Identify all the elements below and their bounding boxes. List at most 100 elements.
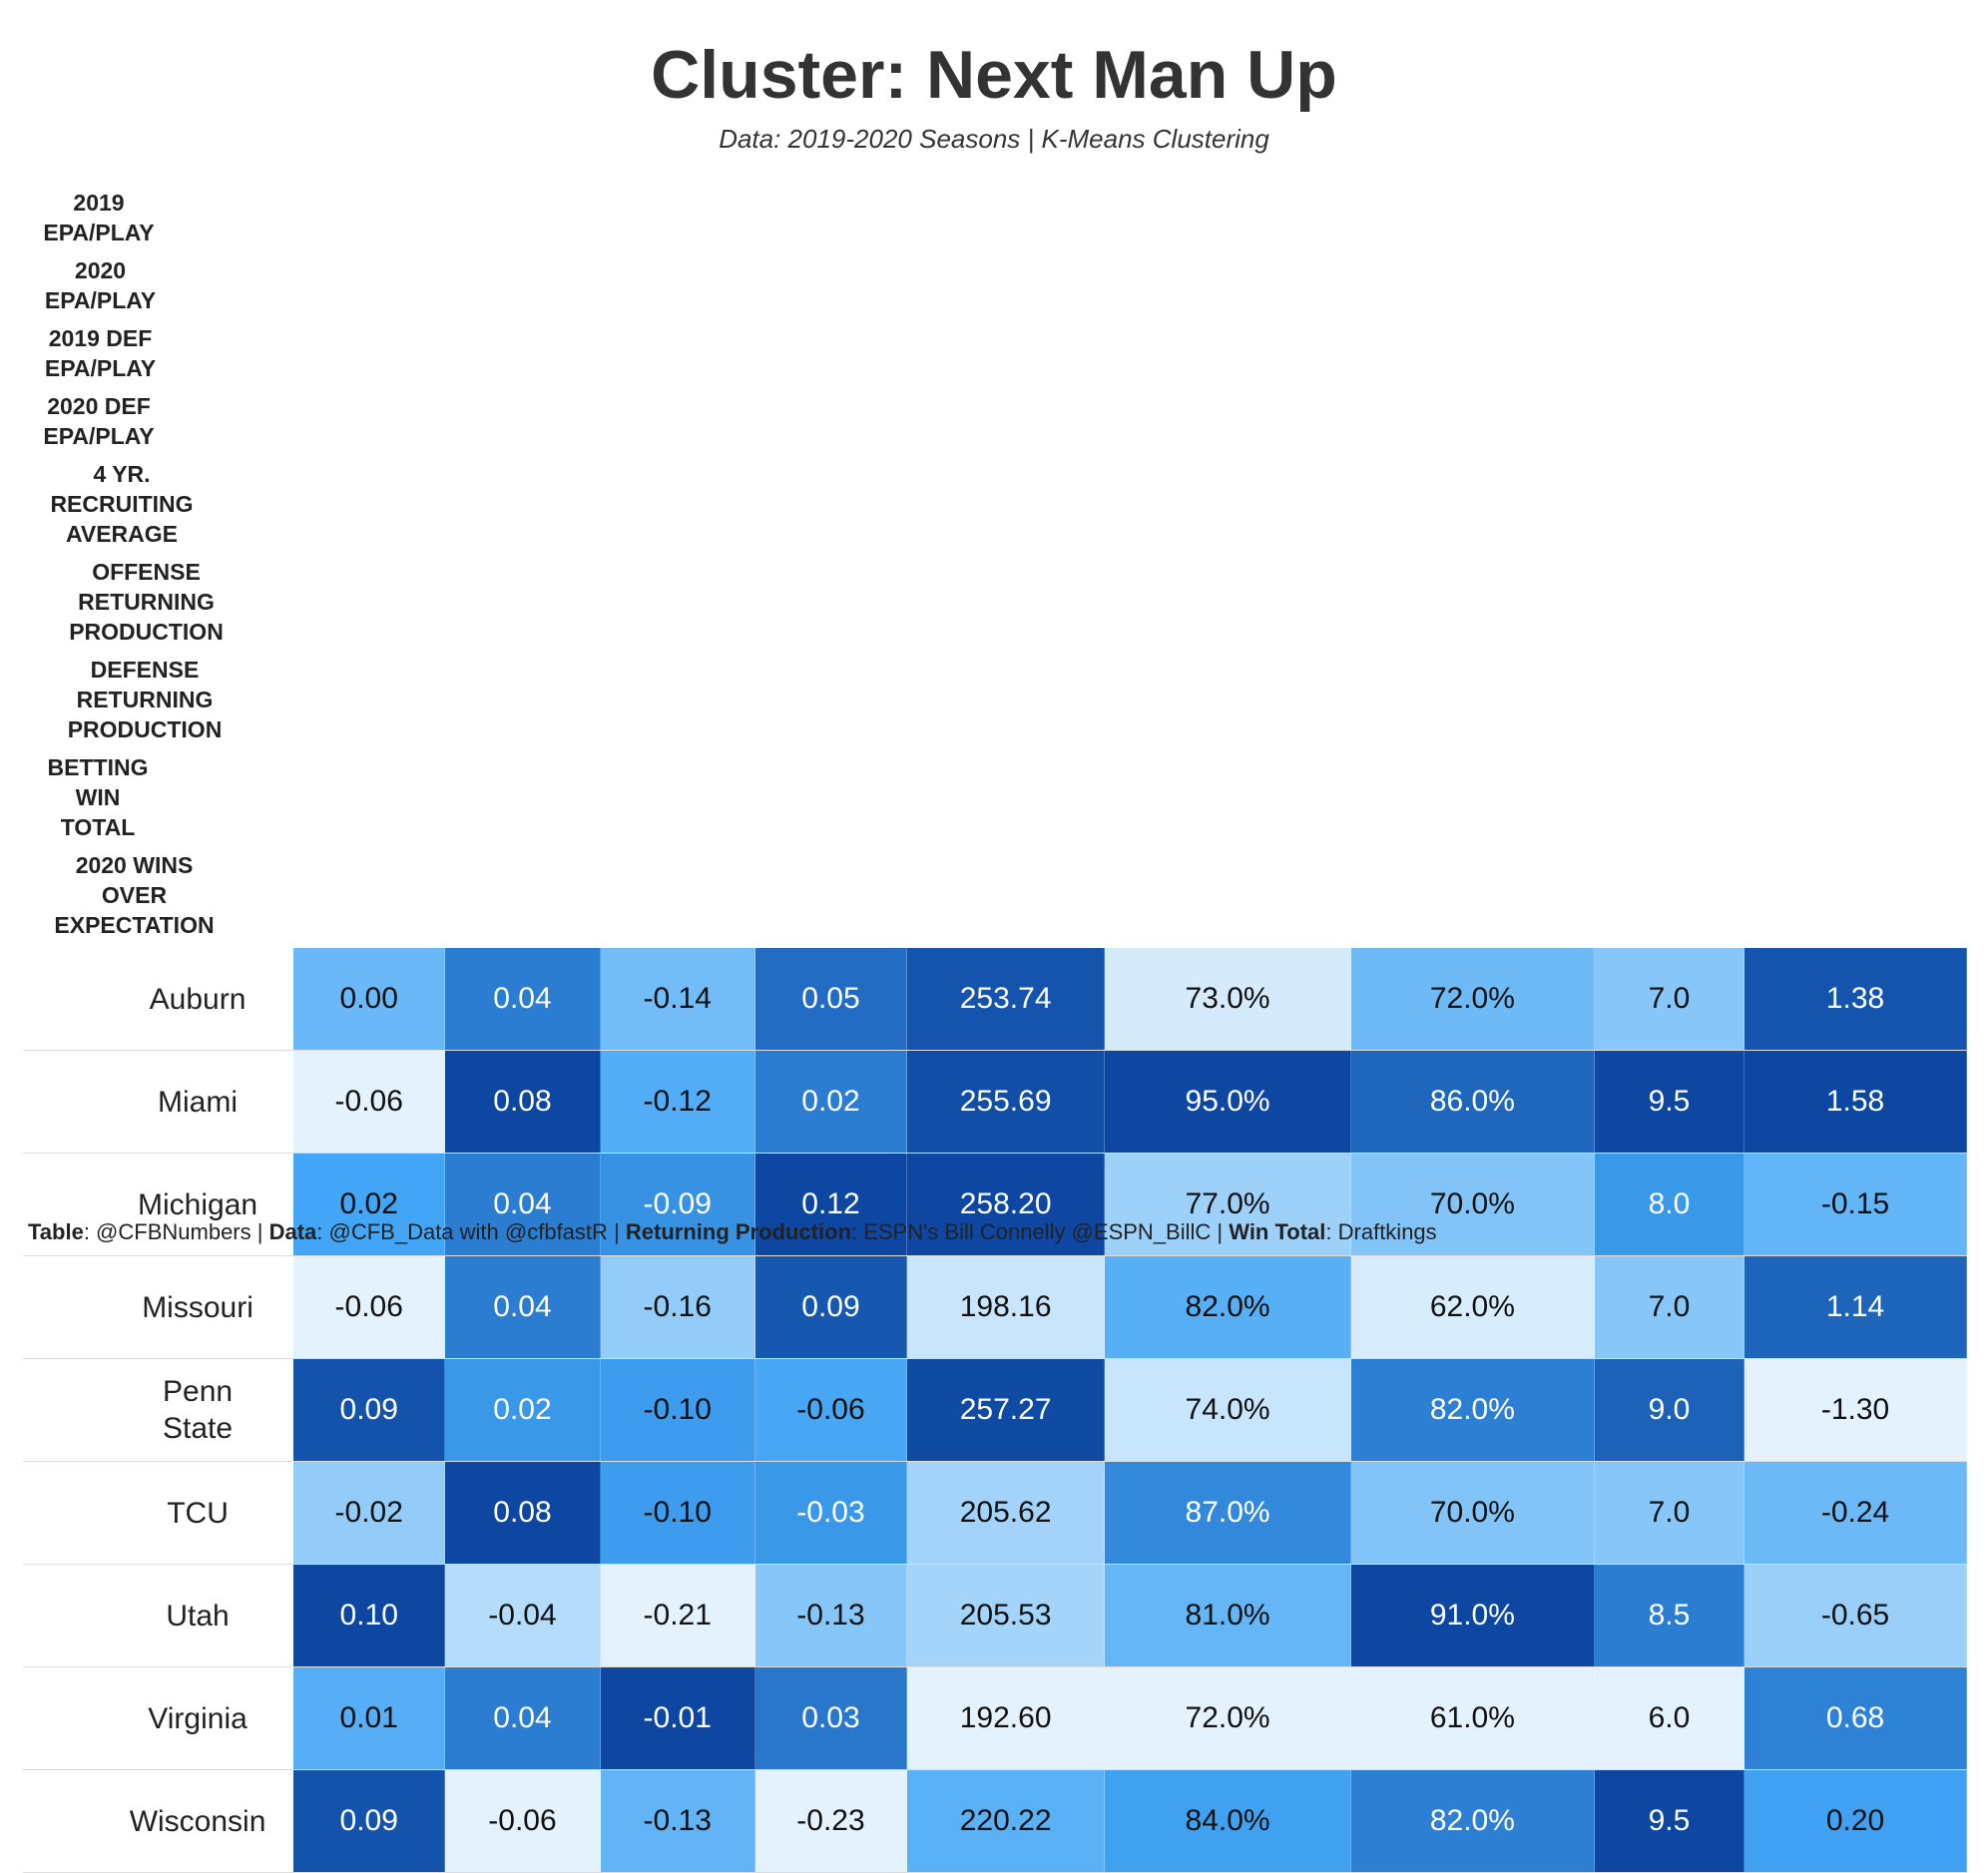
- footer-separator: |: [250, 1219, 269, 1244]
- table-cell: -0.01: [600, 1667, 755, 1769]
- column-header: 2020 WINS OVER EXPECTATION: [54, 852, 215, 938]
- table: 2019 EPA/PLAY 2020 EPA/PLAY 2019 DEF EPA/P…: [23, 180, 1967, 1873]
- table-cell: 0.02: [754, 1051, 908, 1153]
- footer-text: : @CFBNumbers: [83, 1219, 251, 1244]
- table-cell: 0.00: [293, 948, 446, 1050]
- column-header: [23, 180, 294, 188]
- table-cell: -0.02: [293, 1462, 446, 1564]
- table-cell: 61.0%: [1350, 1667, 1595, 1769]
- table-cell: 72.0%: [1350, 948, 1595, 1050]
- table-cell: -0.06: [293, 1256, 446, 1358]
- table-cell: 8.0: [1594, 1154, 1745, 1255]
- team-name: Penn State: [23, 1359, 294, 1461]
- table-cell: -0.06: [445, 1770, 601, 1872]
- table-cell: -0.13: [600, 1770, 755, 1872]
- team-name: Auburn: [23, 948, 294, 1050]
- header-row: 2019 EPA/PLAY 2020 EPA/PLAY 2019 DEF EPA/P…: [23, 180, 1967, 948]
- table-cell: -0.16: [600, 1256, 755, 1358]
- table-cell: 0.04: [445, 1154, 601, 1255]
- column-header: DEFENSE RETURNING PRODUCTION: [67, 657, 223, 742]
- table-cell: 62.0%: [1350, 1256, 1595, 1358]
- footer-label: Data: [268, 1219, 317, 1244]
- table-cell: 0.08: [445, 1462, 601, 1564]
- column-header: 2020 DEF EPA/PLAY: [43, 393, 155, 449]
- footer-label: Returning Production: [625, 1219, 851, 1244]
- table-cell: 81.0%: [1105, 1565, 1351, 1666]
- table-cell: 7.0: [1594, 1256, 1745, 1358]
- table-cell: 205.62: [907, 1462, 1106, 1564]
- table-cell: 9.0: [1594, 1359, 1745, 1461]
- table-cell: 82.0%: [1105, 1256, 1351, 1358]
- footer: Table: @CFBNumbers | Data: @CFB_Data wit…: [28, 1219, 1437, 1245]
- table-cell: 70.0%: [1350, 1462, 1595, 1564]
- table-cell: 0.04: [445, 1256, 601, 1358]
- table-cell: -1.30: [1744, 1359, 1967, 1461]
- team-name: Virginia: [23, 1667, 294, 1769]
- table-cell: 87.0%: [1105, 1462, 1351, 1564]
- table-cell: 0.01: [293, 1667, 446, 1769]
- table-cell: 9.5: [1594, 1770, 1745, 1872]
- table-row: Utah 0.10 -0.04 -0.21 -0.13 205.53 81.0% 91.0% 8…: [23, 1565, 1967, 1667]
- table-cell: 84.0%: [1105, 1770, 1351, 1872]
- team-name: Miami: [23, 1051, 294, 1153]
- table-cell: -0.65: [1744, 1565, 1967, 1666]
- table-row: Michigan 0.02 0.04 -0.09 0.12 258.20 77.0% 70.0…: [23, 1154, 1967, 1256]
- table-cell: 253.74: [907, 948, 1106, 1050]
- table-cell: 74.0%: [1105, 1359, 1351, 1461]
- title: Cluster: Next Man Up: [651, 37, 1337, 113]
- column-header: 2019 EPA/PLAY: [43, 190, 155, 245]
- table-cell: -0.10: [600, 1462, 755, 1564]
- table-cell: 7.0: [1594, 948, 1745, 1050]
- table-cell: 82.0%: [1350, 1770, 1595, 1872]
- column-header: 4 YR. RECRUITING AVERAGE: [50, 461, 194, 547]
- table-cell: -0.06: [754, 1359, 908, 1461]
- team-name: Utah: [23, 1565, 294, 1666]
- team-name: Wisconsin: [23, 1770, 294, 1872]
- table-cell: 82.0%: [1350, 1359, 1595, 1461]
- table-cell: -0.12: [600, 1051, 755, 1153]
- table-cell: 7.0: [1594, 1462, 1745, 1564]
- table-cell: 0.04: [445, 948, 601, 1050]
- table-cell: -0.03: [754, 1462, 908, 1564]
- table-row: Wisconsin 0.09 -0.06 -0.13 -0.23 220.22 84.0% 8…: [23, 1770, 1967, 1873]
- table-cell: 9.5: [1594, 1051, 1745, 1153]
- page: Cluster: Next Man Up Data: 2019-2020 Sea…: [23, 37, 1967, 1873]
- table-cell: 0.02: [445, 1359, 601, 1461]
- team-name: Michigan: [23, 1154, 294, 1255]
- table-cell: 0.03: [754, 1667, 908, 1769]
- table-cell: 192.60: [907, 1667, 1106, 1769]
- table-cell: 0.20: [1744, 1770, 1967, 1872]
- table-cell: 0.04: [445, 1667, 601, 1769]
- table-cell: 0.12: [754, 1154, 908, 1255]
- footer-label: Win Total: [1229, 1219, 1326, 1244]
- footer-text: : @CFB_Data with @cfbfastR: [316, 1219, 608, 1244]
- table-row: Missouri -0.06 0.04 -0.16 0.09 198.16 82.0% 62.…: [23, 1256, 1967, 1359]
- footer-separator: |: [607, 1219, 626, 1244]
- table-cell: -0.21: [600, 1565, 755, 1666]
- table-cell: 205.53: [907, 1565, 1106, 1666]
- table-cell: -0.10: [600, 1359, 755, 1461]
- table-cell: -0.15: [1744, 1154, 1967, 1255]
- table-cell: 1.14: [1744, 1256, 1967, 1358]
- table-cell: 0.02: [293, 1154, 446, 1255]
- table-cell: -0.24: [1744, 1462, 1967, 1564]
- team-name: TCU: [23, 1462, 294, 1564]
- footer-label: Table: [28, 1219, 84, 1244]
- table-cell: 220.22: [907, 1770, 1106, 1872]
- team-name: Missouri: [23, 1256, 294, 1358]
- column-header: OFFENSE RETURNING PRODUCTION: [69, 559, 224, 645]
- table-cell: 257.27: [907, 1359, 1106, 1461]
- table-cell: -0.04: [445, 1565, 601, 1666]
- table-cell: 0.09: [293, 1770, 446, 1872]
- table-cell: 0.10: [293, 1565, 446, 1666]
- table-cell: 73.0%: [1105, 948, 1351, 1050]
- table-cell: 8.5: [1594, 1565, 1745, 1666]
- table-cell: 0.09: [754, 1256, 908, 1358]
- table-cell: 0.68: [1744, 1667, 1967, 1769]
- table-cell: 72.0%: [1105, 1667, 1351, 1769]
- footer-separator: |: [1211, 1219, 1230, 1244]
- table-cell: -0.09: [600, 1154, 755, 1255]
- table-cell: 1.38: [1744, 948, 1967, 1050]
- footer-text: : Draftkings: [1325, 1219, 1437, 1244]
- table-row: Virginia 0.01 0.04 -0.01 0.03 192.60 72.0% 61.0…: [23, 1667, 1967, 1770]
